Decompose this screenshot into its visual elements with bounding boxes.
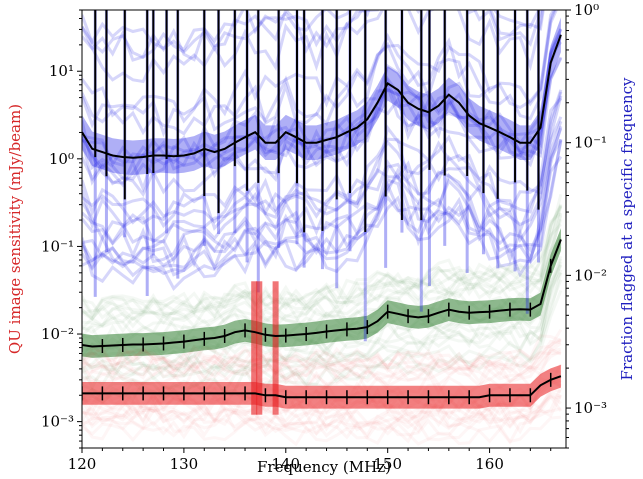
median-lines bbox=[82, 34, 562, 405]
spike-red-2 bbox=[272, 281, 279, 415]
trace-red-12 bbox=[82, 349, 562, 384]
plot-frame bbox=[81, 9, 567, 449]
trace-blue-24 bbox=[82, 10, 545, 53]
trace-red-10 bbox=[82, 386, 563, 432]
x-tick-label-150: 150 bbox=[373, 455, 402, 473]
trace-green-23 bbox=[82, 204, 563, 324]
x-axis-title: Frequency (MHz) bbox=[257, 458, 391, 476]
y-left-tick-label: 10⁰ bbox=[49, 150, 74, 168]
spike-red-0 bbox=[251, 281, 258, 415]
trace-blue-15 bbox=[82, 10, 556, 124]
trace-red-20 bbox=[82, 378, 562, 421]
trace-red-6 bbox=[82, 415, 562, 446]
y-left-tick-label: 10⁻² bbox=[41, 325, 74, 343]
median-line-blue bbox=[82, 34, 562, 159]
trace-green-4 bbox=[82, 204, 563, 319]
trace-blue-9 bbox=[82, 116, 563, 245]
trace-blue-16 bbox=[82, 89, 563, 225]
trace-blue-5 bbox=[82, 28, 563, 181]
trace-blue-10 bbox=[82, 28, 563, 167]
trace-red-11 bbox=[82, 347, 562, 389]
trace-blue-11 bbox=[82, 120, 563, 264]
trace-blue-1 bbox=[82, 127, 563, 278]
trace-red-1 bbox=[82, 395, 562, 437]
trace-red-18 bbox=[82, 347, 562, 376]
axis-ticks: 120 130 140 150 160 10⁻³ 10⁻² 10⁻¹ 10⁰ 10¹ 10⁻³ 10⁻… bbox=[41, 1, 607, 473]
x-tick-label-140: 140 bbox=[271, 455, 300, 473]
median-line-green bbox=[82, 239, 562, 348]
band-core-blue bbox=[82, 17, 561, 175]
trace-blue-3 bbox=[82, 10, 543, 60]
trace-red-3 bbox=[82, 392, 562, 426]
trace-green-2 bbox=[82, 261, 563, 371]
trace-red-17 bbox=[82, 394, 563, 434]
trace-green-12 bbox=[82, 223, 562, 330]
y-left-tick-label: 10⁻¹ bbox=[41, 237, 74, 255]
trace-blue-19 bbox=[82, 95, 563, 231]
trace-blue-7 bbox=[82, 138, 563, 268]
trace-green-1 bbox=[82, 263, 563, 383]
y-right-tick-label: 10⁰ bbox=[574, 1, 599, 19]
y-axis-left-title: QU image sensitivity (mJy/beam) bbox=[6, 104, 24, 354]
y-left-tick-label: 10¹ bbox=[49, 62, 74, 80]
trace-blue-20 bbox=[82, 56, 563, 185]
trace-red-7 bbox=[82, 407, 562, 447]
y-right-tick-label: 10⁻³ bbox=[574, 399, 607, 417]
rfi-spikes bbox=[93, 10, 540, 415]
trace-blue-22 bbox=[82, 57, 563, 198]
y-right-tick-label: 10⁻¹ bbox=[574, 134, 607, 152]
trace-blue-0 bbox=[82, 140, 563, 285]
trace-blue-12 bbox=[82, 91, 563, 246]
trace-blue-21 bbox=[82, 10, 541, 62]
median-line-red bbox=[82, 375, 562, 399]
trace-blue-18 bbox=[82, 138, 563, 291]
trace-green-25 bbox=[82, 203, 563, 322]
trace-red-21 bbox=[82, 328, 563, 373]
trace-blue-2 bbox=[82, 10, 545, 84]
trace-green-18 bbox=[82, 218, 563, 334]
trace-green-3 bbox=[82, 269, 563, 379]
spike-red-1 bbox=[256, 281, 263, 415]
trace-red-16 bbox=[82, 339, 562, 380]
trace-blue-6 bbox=[82, 10, 558, 136]
trace-red-5 bbox=[82, 334, 562, 369]
trace-blue-4 bbox=[82, 10, 557, 138]
y-right-tick-label: 10⁻² bbox=[574, 266, 607, 284]
trace-red-13 bbox=[82, 365, 562, 396]
trace-red-0 bbox=[82, 337, 562, 379]
x-tick-label-130: 130 bbox=[170, 455, 199, 473]
trace-green-22 bbox=[82, 271, 563, 391]
trace-green-0 bbox=[82, 205, 563, 318]
trace-blue-14 bbox=[82, 35, 563, 193]
trace-red-2 bbox=[82, 394, 563, 438]
trace-green-15 bbox=[82, 205, 563, 321]
x-tick-label-120: 120 bbox=[68, 455, 97, 473]
y-left-tick-label: 10⁻³ bbox=[41, 413, 74, 431]
x-tick-label-160: 160 bbox=[475, 455, 504, 473]
trace-blue-17 bbox=[82, 97, 563, 229]
trace-red-19 bbox=[82, 338, 562, 373]
trace-green-10 bbox=[82, 258, 563, 370]
trace-green-8 bbox=[82, 211, 562, 320]
trace-blue-13 bbox=[82, 125, 563, 277]
trace-green-13 bbox=[82, 264, 563, 387]
trace-green-20 bbox=[82, 193, 563, 322]
trace-red-15 bbox=[82, 342, 562, 385]
trace-blue-8 bbox=[82, 155, 563, 272]
y-axis-right-title: Fraction flagged at a specific frequency bbox=[618, 77, 636, 380]
trace-green-17 bbox=[82, 214, 563, 334]
